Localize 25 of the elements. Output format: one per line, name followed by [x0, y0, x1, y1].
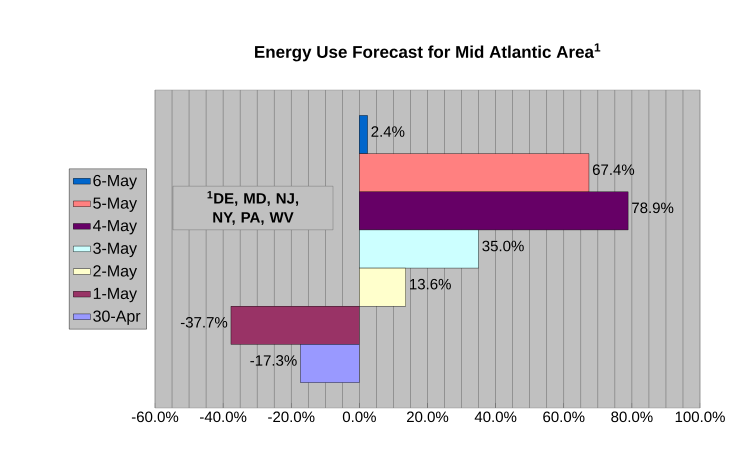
data-label: 35.0%: [482, 240, 524, 252]
x-tick-label: -20.0%: [268, 412, 314, 422]
x-tick-label: 100.0%: [676, 412, 725, 422]
x-tick-label: 60.0%: [543, 412, 584, 422]
legend-label: 2-May: [93, 265, 138, 280]
legend-label: 30-Apr: [93, 310, 140, 325]
x-tick-label: 20.0%: [406, 412, 448, 422]
data-label: -17.3%: [250, 355, 297, 366]
chart-title: Energy Use Forecast for Mid Atlantic Area$^{1}$: [255, 43, 600, 62]
legend-label: 4-May: [92, 220, 138, 234]
data-label: 78.9%: [632, 202, 674, 214]
x-tick-label: 0.0%: [342, 412, 376, 422]
legend-label: 1-May: [94, 288, 138, 302]
data-label: 2.4%: [372, 126, 404, 137]
legend-label: 3-May: [93, 242, 138, 258]
data-label: 13.6%: [410, 278, 451, 290]
data-label: 67.4%: [592, 164, 634, 175]
x-tick-label: 80.0%: [611, 412, 653, 422]
data-label: -37.7%: [180, 317, 228, 328]
legend-label: 5-May: [93, 198, 138, 212]
annotation: $^{1}$DE, MD, NJ, NY, PA, WV: [208, 191, 298, 225]
x-tick-label: -40.0%: [200, 412, 246, 422]
x-tick-label: -60.0%: [132, 412, 178, 422]
legend-label: 6-May: [93, 174, 138, 190]
x-tick-label: 40.0%: [474, 412, 516, 422]
